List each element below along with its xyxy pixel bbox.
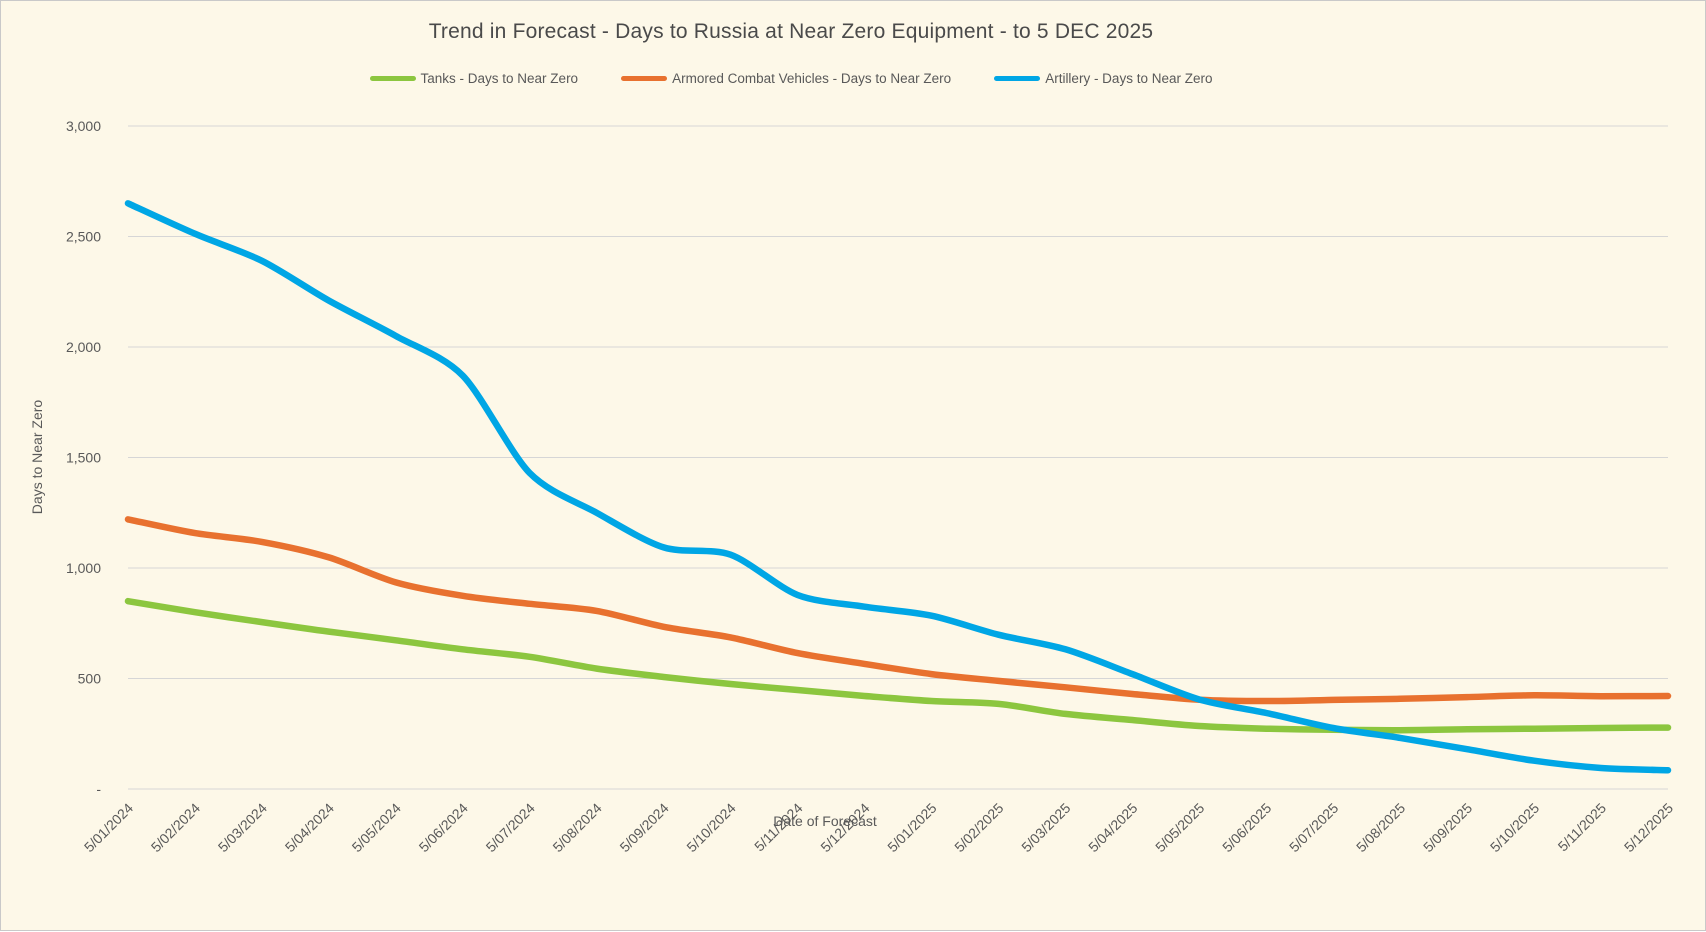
legend-item: Tanks - Days to Near Zero [369, 71, 579, 86]
legend-label: Tanks - Days to Near Zero [420, 71, 579, 86]
x-tick-label: 5/07/2024 [482, 800, 538, 856]
y-tick-label: 500 [78, 671, 102, 687]
y-tick-label: 2,500 [66, 229, 101, 245]
legend-label: Armored Combat Vehicles - Days to Near Z… [672, 71, 952, 86]
x-tick-label: 5/01/2025 [884, 800, 940, 856]
series-lines [124, 200, 1672, 774]
y-tick-label: - [96, 781, 101, 797]
x-tick-label: 5/08/2024 [549, 800, 605, 856]
x-tick-label: 5/05/2025 [1152, 800, 1208, 856]
y-tick-label: 1,000 [66, 560, 101, 576]
x-tick-label: 5/01/2024 [81, 800, 137, 856]
legend-line-swatch [994, 76, 1041, 81]
x-tick-label: 5/11/2025 [1555, 800, 1610, 855]
x-tick-label: 5/08/2025 [1353, 800, 1409, 856]
series-line-armored [124, 516, 1672, 705]
series-line-tanks [124, 597, 1672, 734]
x-tick-label: 5/10/2025 [1487, 800, 1543, 856]
legend: Tanks - Days to Near Zero Armored Combat … [1, 71, 1581, 86]
x-tick-label: 5/07/2025 [1286, 800, 1342, 856]
y-tick-label: 1,500 [66, 450, 101, 466]
x-tick-label: 5/09/2024 [616, 800, 672, 856]
x-axis-title: Date of Forecast [773, 813, 877, 829]
y-axis-tick-labels: - 500 1,000 1,500 2,000 2,500 3,000 [66, 118, 101, 797]
legend-item: Artillery - Days to Near Zero [994, 71, 1212, 86]
x-tick-label: 5/09/2025 [1420, 800, 1476, 856]
x-tick-label: 5/03/2024 [215, 800, 271, 856]
gridlines [128, 125, 1668, 790]
x-tick-label: 5/04/2024 [282, 800, 338, 856]
x-tick-label: 5/10/2024 [683, 800, 739, 856]
chart-title: Trend in Forecast - Days to Russia at Ne… [428, 20, 1154, 43]
legend-item: Armored Combat Vehicles - Days to Near Z… [621, 71, 951, 86]
legend-label: Artillery - Days to Near Zero [1045, 71, 1213, 86]
series-line-artillery [124, 200, 1672, 774]
legend-line-swatch [621, 76, 668, 81]
x-tick-label: 5/12/2025 [1621, 800, 1677, 856]
x-tick-label: 5/02/2025 [951, 800, 1007, 856]
y-tick-label: 2,000 [66, 339, 101, 355]
x-tick-label: 5/03/2025 [1018, 800, 1074, 856]
x-axis-tick-labels: 5/01/2024 5/02/2024 5/03/2024 5/04/2024 5/05… [81, 800, 1677, 856]
x-tick-label: 5/06/2025 [1219, 800, 1275, 856]
x-tick-label: 5/05/2024 [349, 800, 405, 856]
y-axis-title: Days to Near Zero [29, 400, 45, 515]
x-tick-label: 5/02/2024 [148, 800, 204, 856]
x-tick-label: 5/04/2025 [1085, 800, 1141, 856]
legend-line-swatch [369, 76, 416, 81]
y-tick-label: 3,000 [66, 118, 101, 134]
x-tick-label: 5/06/2024 [416, 800, 472, 856]
